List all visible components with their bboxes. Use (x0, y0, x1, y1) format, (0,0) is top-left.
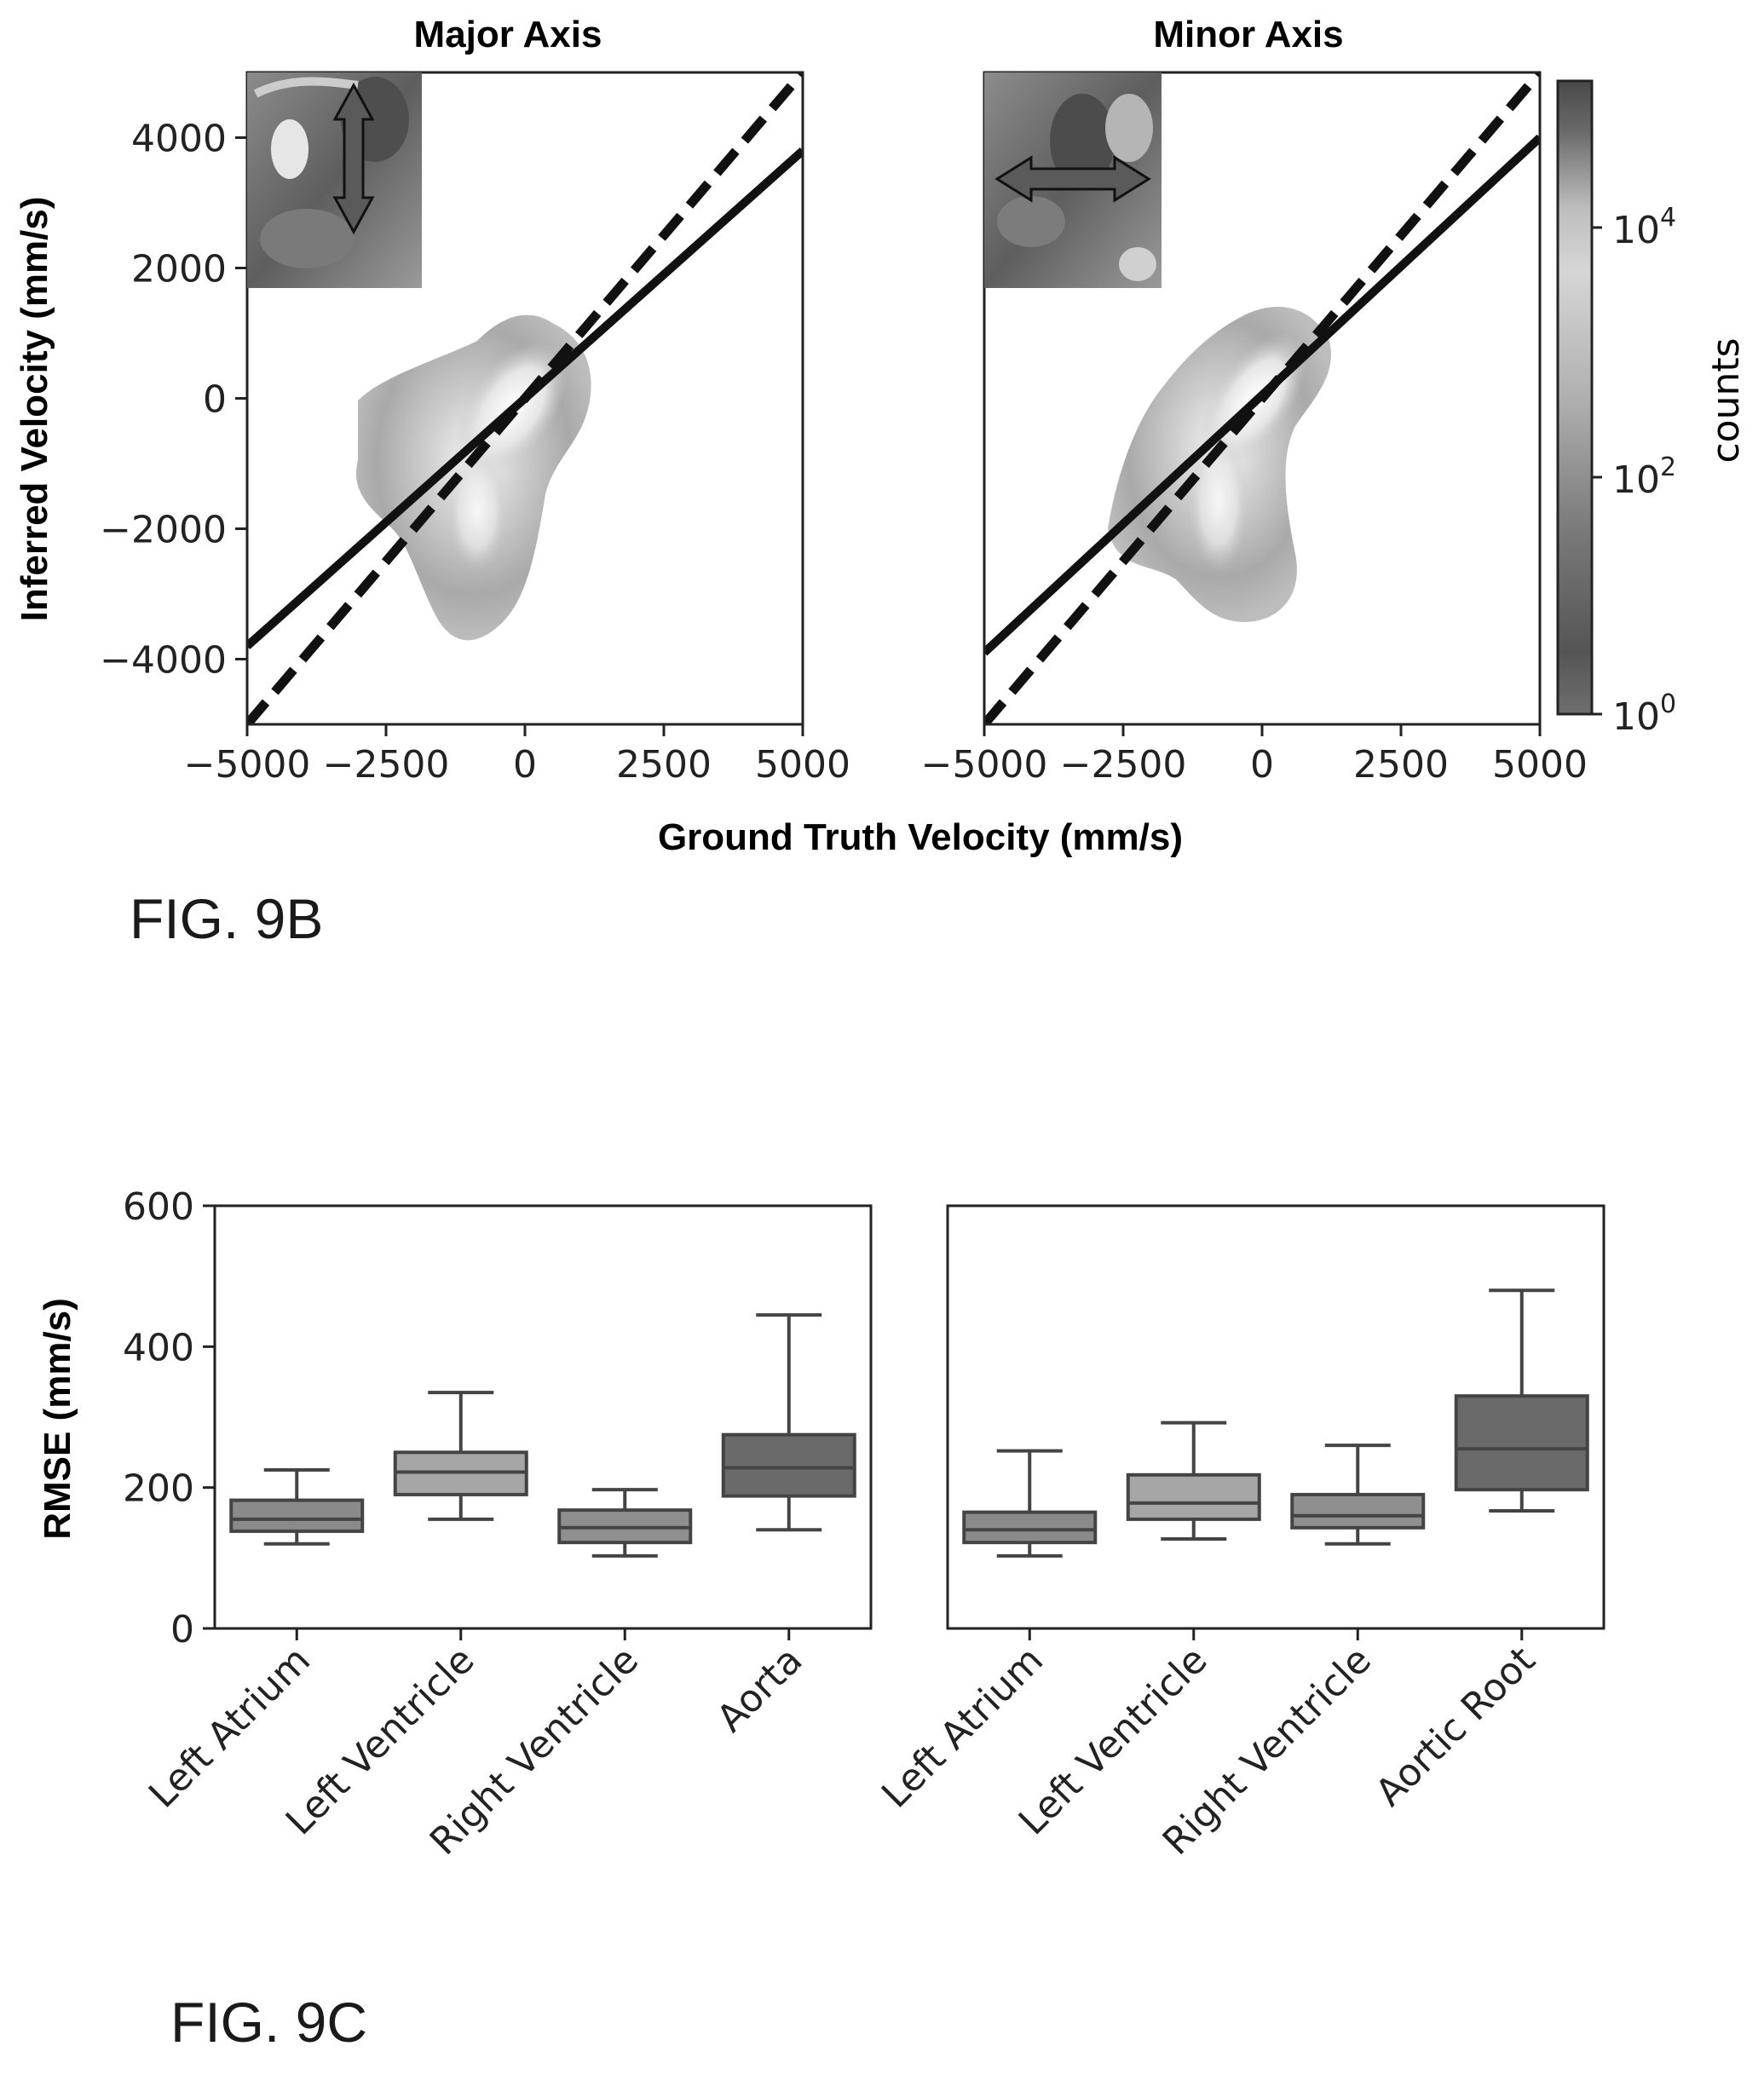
plot-frame (213, 1204, 873, 1630)
x-axis-ticks: −5000 −2500 0 2500 5000 (184, 724, 850, 787)
colorbar-tick-label: 100 (1612, 689, 1676, 739)
plot-title: Major Axis (414, 14, 602, 55)
x-tick-label: −5000 (184, 743, 311, 787)
colorbar-tick-label: 102 (1612, 452, 1676, 502)
colorbar-ticks: 100 102 104 (1592, 203, 1676, 739)
colorbar-label: counts (1704, 337, 1748, 463)
figure-label-9c: FIG. 9C (170, 1991, 368, 2054)
x-axis-label: Ground Truth Velocity (mm/s) (658, 816, 1183, 858)
y-axis-label: RMSE (mm/s) (37, 1298, 78, 1540)
x-tick-label: 5000 (1492, 743, 1588, 787)
boxes (962, 1288, 1589, 1558)
y-tick-label: 0 (203, 378, 227, 422)
x-tick-label: 2500 (1353, 743, 1449, 787)
y-tick-label: 2000 (131, 248, 227, 291)
box-aortic-root (1454, 1288, 1589, 1513)
y-tick-label: −2000 (100, 509, 227, 552)
box-left-ventricle (1126, 1421, 1261, 1542)
colorbar-tick-label: 104 (1612, 203, 1676, 252)
figure-label-9b: FIG. 9B (130, 887, 324, 950)
x-tick-label: 2500 (616, 743, 712, 787)
y-axis-ticks: 0 200 400 600 (123, 1185, 215, 1651)
y-tick-label: 4000 (131, 118, 227, 161)
x-tick-label: Aorta (709, 1639, 811, 1741)
box-right-ventricle (1290, 1444, 1426, 1546)
colorbar-scale (1556, 79, 1594, 716)
x-tick-label: 0 (513, 743, 537, 787)
box-iqr (1126, 1472, 1261, 1521)
x-tick-label: Aortic Root (1368, 1639, 1544, 1815)
x-tick-label: Left Atrium (141, 1639, 319, 1817)
box-iqr (229, 1498, 365, 1533)
y-axis-ticks: −4000 −2000 0 2000 4000 (100, 118, 247, 683)
fit-line (247, 147, 803, 649)
box-iqr (1454, 1394, 1589, 1492)
minor-axis-plot: Minor Axis −5000 −2500 0 2500 5000 (921, 14, 1588, 787)
inset-image (984, 72, 1162, 288)
major-axis-plot: Major Axis −4000 −2000 0 2000 4000 −5000 −250… (14, 14, 850, 787)
boxes (229, 1313, 856, 1558)
box-aorta (721, 1313, 856, 1532)
plot-title: Minor Axis (1153, 14, 1343, 55)
x-tick-label: −5000 (921, 743, 1048, 787)
x-tick-label: −2500 (1060, 743, 1187, 787)
horizontal-double-arrow-icon (994, 155, 1151, 203)
x-tick-label: 5000 (755, 743, 850, 787)
box-right-ventricle (557, 1488, 693, 1558)
vertical-double-arrow-icon (332, 82, 375, 235)
colorbar: 100 102 104 counts (1556, 79, 1748, 739)
inset-image (247, 72, 422, 288)
y-tick-label: 200 (123, 1467, 194, 1511)
box-left-ventricle (393, 1391, 528, 1521)
y-axis-label: Inferred Velocity (mm/s) (14, 197, 55, 622)
box-left-atrium (229, 1468, 365, 1546)
fit-line (984, 134, 1540, 656)
x-tick-label: Left Atrium (873, 1639, 1052, 1817)
x-axis-ticks: −5000 −2500 0 2500 5000 (921, 724, 1588, 787)
y-tick-label: 400 (123, 1326, 194, 1369)
y-tick-label: −4000 (100, 639, 227, 683)
y-tick-label: 600 (123, 1185, 194, 1229)
x-tick-label: 0 (1250, 743, 1274, 787)
box-iqr (721, 1432, 856, 1498)
box-iqr (1290, 1492, 1426, 1530)
box-left-atrium (962, 1449, 1098, 1558)
plot-frame (946, 1204, 1605, 1630)
x-tick-label: −2500 (323, 743, 450, 787)
box-iqr (962, 1510, 1098, 1545)
y-tick-label: 0 (170, 1608, 194, 1651)
